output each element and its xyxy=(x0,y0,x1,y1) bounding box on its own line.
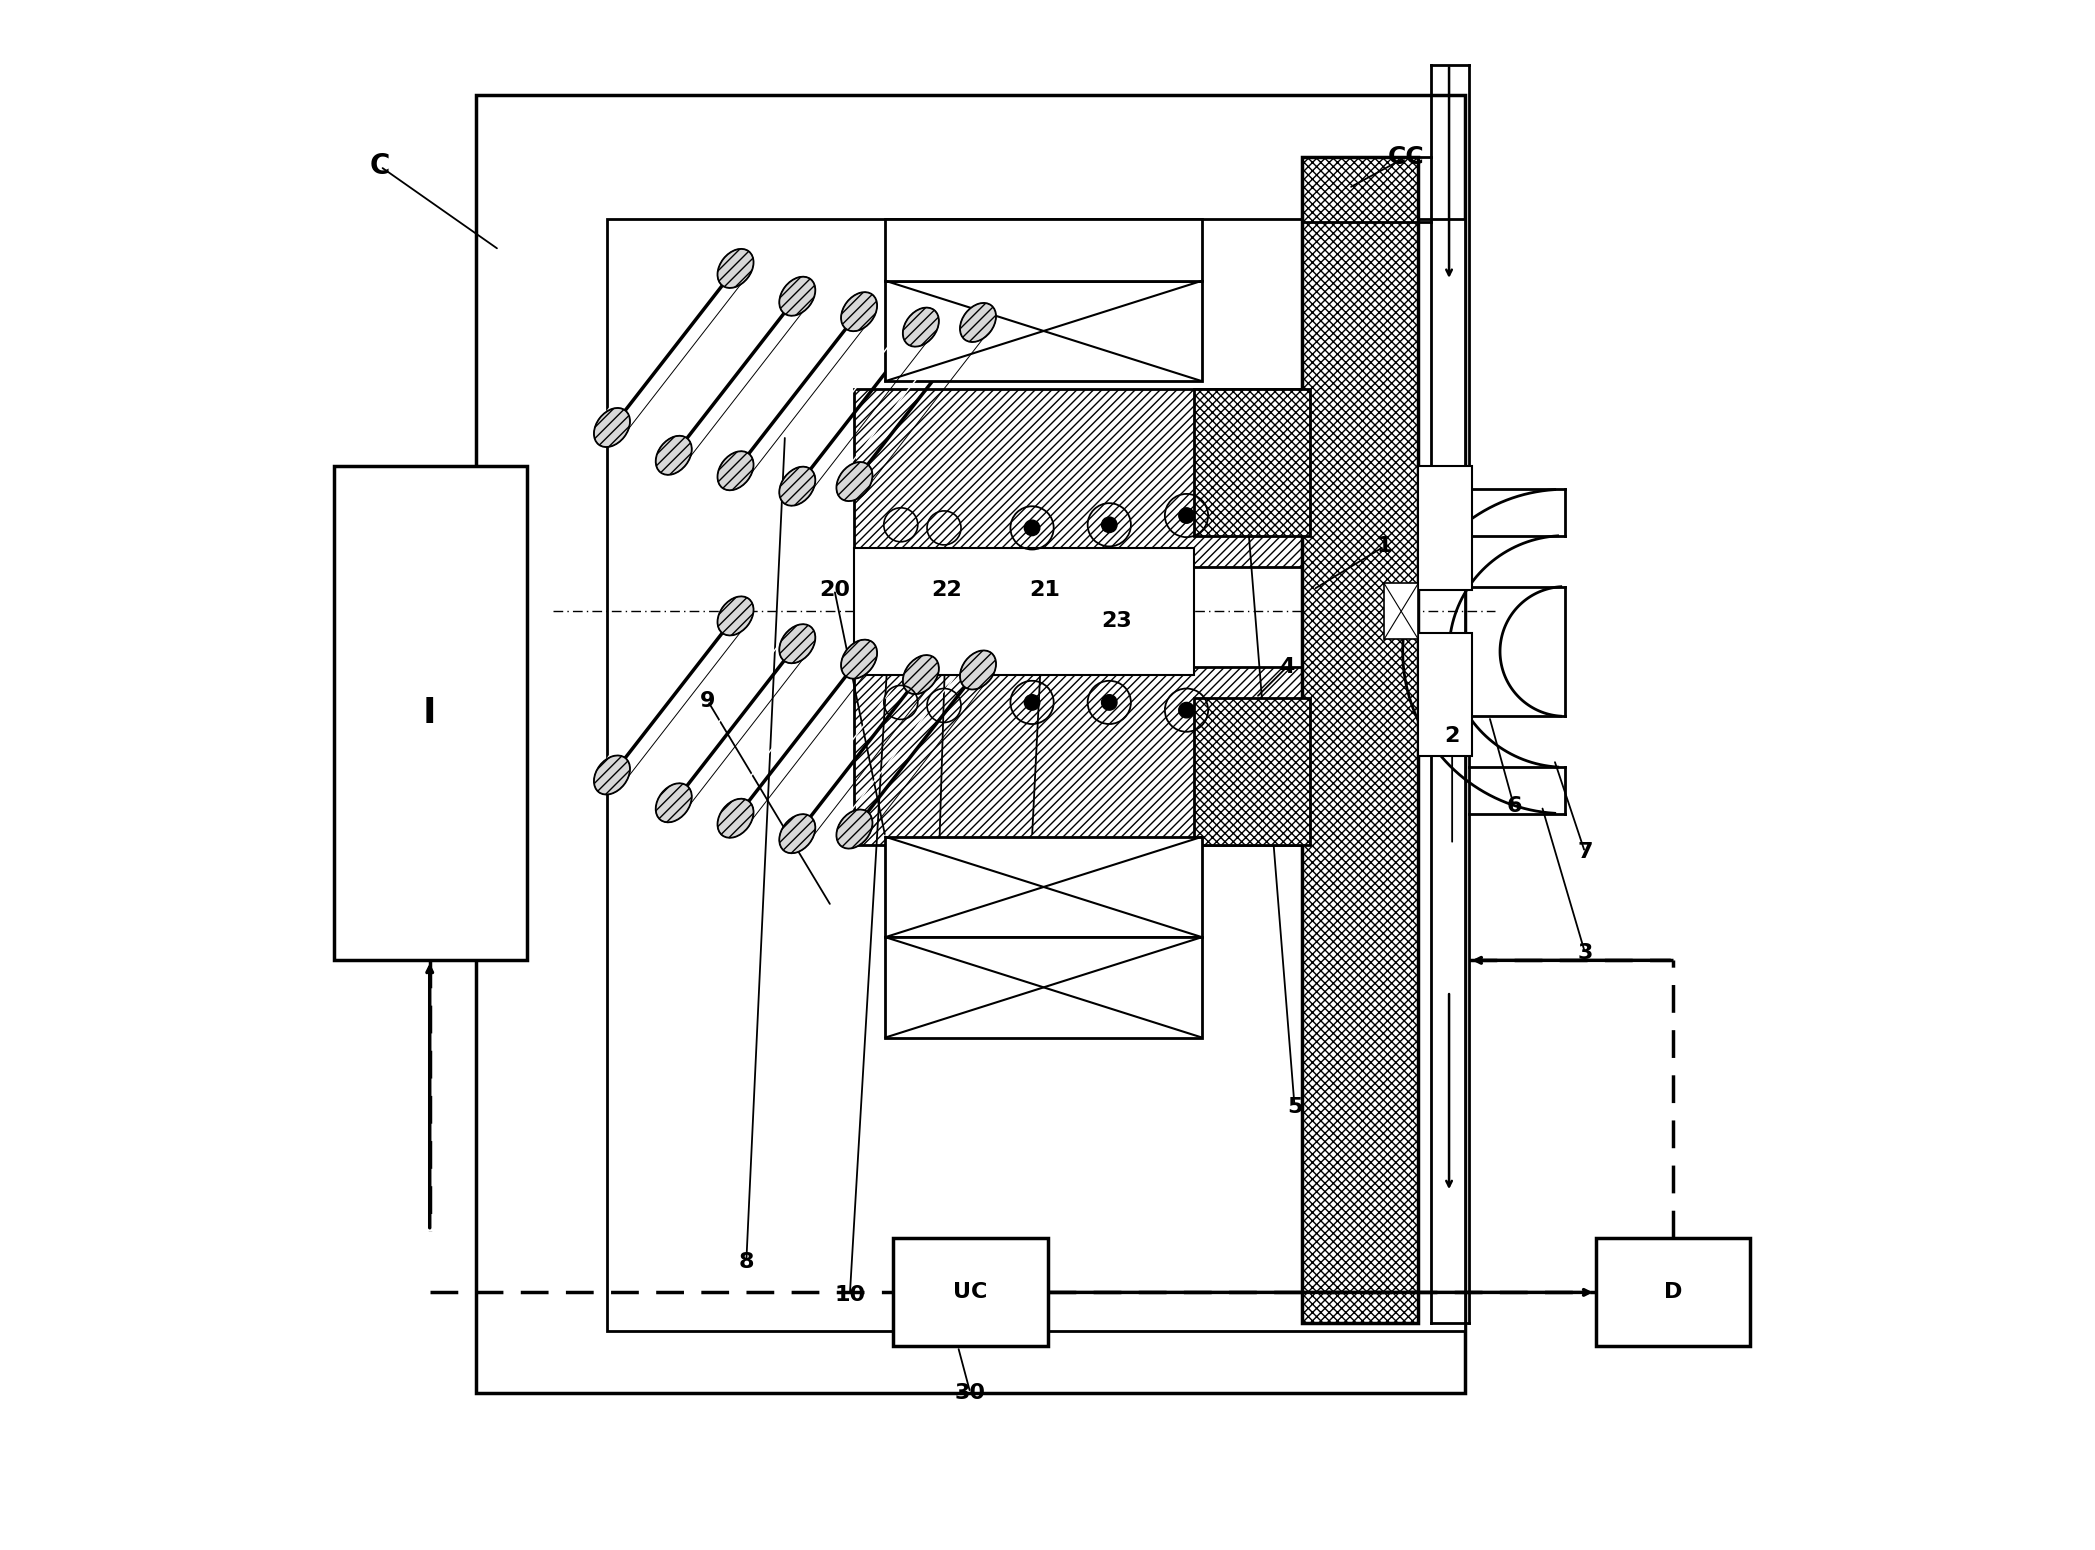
Ellipse shape xyxy=(595,755,631,795)
Text: 8: 8 xyxy=(740,1251,754,1271)
Ellipse shape xyxy=(716,250,754,288)
Ellipse shape xyxy=(840,291,878,332)
Bar xyxy=(1194,698,1309,845)
Bar xyxy=(892,1238,1048,1347)
Ellipse shape xyxy=(903,307,939,347)
Bar xyxy=(608,219,1464,1331)
Text: 3: 3 xyxy=(1578,942,1592,963)
Text: D: D xyxy=(1663,1282,1682,1302)
Ellipse shape xyxy=(656,436,691,474)
Bar xyxy=(1596,1238,1749,1347)
Text: 23: 23 xyxy=(1102,611,1133,631)
Ellipse shape xyxy=(716,798,754,837)
Ellipse shape xyxy=(779,814,815,852)
Bar xyxy=(476,96,1464,1393)
Ellipse shape xyxy=(716,597,754,636)
Text: 22: 22 xyxy=(932,580,962,600)
Text: 21: 21 xyxy=(1029,580,1060,600)
Ellipse shape xyxy=(656,783,691,823)
Text: I: I xyxy=(423,696,436,730)
Bar xyxy=(1418,467,1473,589)
Ellipse shape xyxy=(779,277,815,316)
Circle shape xyxy=(1102,694,1117,710)
Ellipse shape xyxy=(595,408,631,446)
Ellipse shape xyxy=(960,302,995,343)
Text: 7: 7 xyxy=(1578,842,1592,862)
Circle shape xyxy=(1024,694,1039,710)
Bar xyxy=(886,938,1203,1037)
Bar xyxy=(855,549,1194,674)
Text: 20: 20 xyxy=(819,580,851,600)
Ellipse shape xyxy=(716,451,754,490)
Circle shape xyxy=(1024,521,1039,536)
Circle shape xyxy=(1179,702,1194,718)
Ellipse shape xyxy=(779,467,815,505)
Text: UC: UC xyxy=(953,1282,987,1302)
Bar xyxy=(333,467,528,961)
Ellipse shape xyxy=(903,656,939,694)
Ellipse shape xyxy=(779,625,815,663)
Text: 9: 9 xyxy=(700,691,714,711)
Bar xyxy=(855,389,1309,566)
Text: 4: 4 xyxy=(1280,657,1295,677)
Text: 6: 6 xyxy=(1506,795,1521,815)
Bar xyxy=(1385,583,1418,639)
Bar xyxy=(855,666,1309,845)
Circle shape xyxy=(1102,518,1117,533)
Text: 30: 30 xyxy=(955,1383,987,1403)
Bar xyxy=(1303,157,1418,1324)
Ellipse shape xyxy=(836,462,872,501)
Bar xyxy=(886,281,1203,381)
Text: 10: 10 xyxy=(834,1285,865,1305)
Text: C: C xyxy=(371,152,390,180)
Circle shape xyxy=(1179,508,1194,524)
Text: 2: 2 xyxy=(1443,727,1460,747)
Ellipse shape xyxy=(836,809,872,848)
Ellipse shape xyxy=(840,640,878,679)
Text: CC: CC xyxy=(1387,146,1425,169)
Bar xyxy=(1418,632,1473,756)
Ellipse shape xyxy=(960,651,995,690)
Bar xyxy=(1194,389,1309,536)
Bar xyxy=(886,837,1203,938)
Text: 5: 5 xyxy=(1286,1097,1303,1118)
Text: 1: 1 xyxy=(1376,536,1391,556)
Bar xyxy=(886,219,1203,281)
